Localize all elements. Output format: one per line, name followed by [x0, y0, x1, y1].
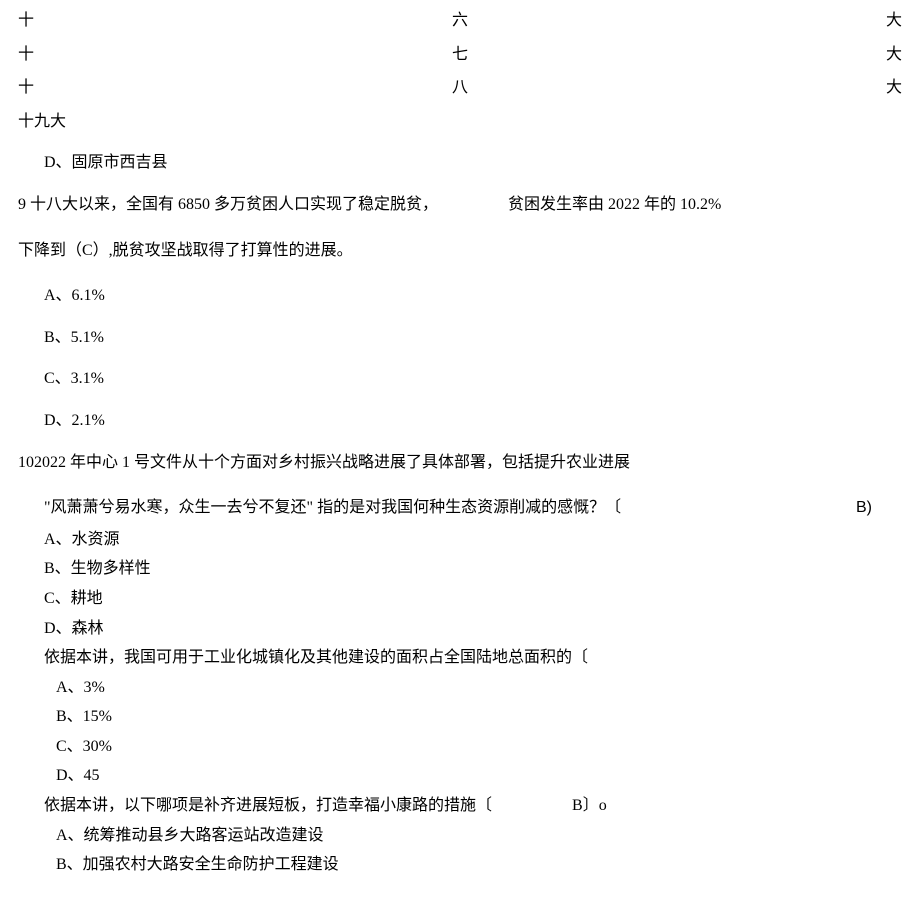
q11-option-b: B、生物多样性	[44, 556, 902, 582]
q9-option-d: D、2.1%	[44, 408, 902, 434]
spread-mid: 六	[452, 8, 468, 34]
spread-line-2: 十 七 大	[18, 42, 902, 68]
q9-line2: 下降到（C）,脱贫攻坚战取得了打算性的进展。	[18, 238, 902, 264]
spread-right: 大	[886, 8, 902, 34]
q13-option-a: A、统筹推动县乡大路客运站改造建设	[56, 823, 902, 849]
spread-line-1: 十 六 大	[18, 8, 902, 34]
q12-block: 依据本讲，我国可用于工业化城镇化及其他建设的面积占全国陆地总面积的〔 A、3% …	[44, 645, 902, 789]
q9-option-c: C、3.1%	[44, 366, 902, 392]
q9-line1: 9 十八大以来，全国有 6850 多万贫困人口实现了稳定脱贫， 贫困发生率由 20…	[18, 192, 902, 218]
q13-question: 依据本讲，以下哪项是补齐进展短板，打造幸福小康路的措施〔 B〕o	[44, 793, 902, 819]
spread-right: 大	[886, 75, 902, 101]
line-shijiuda: 十九大	[18, 109, 902, 135]
spread-right: 大	[886, 42, 902, 68]
q11-text: "风萧萧兮易水寒，众生一去兮不复还" 指的是对我国何种生态资源削减的感慨？〔	[44, 495, 621, 521]
spread-left: 十	[18, 75, 34, 101]
q12-option-b: B、15%	[56, 704, 902, 730]
q13-answer: B〕o	[572, 793, 607, 819]
q12-text: 依据本讲，我国可用于工业化城镇化及其他建设的面积占全国陆地总面积的〔	[44, 645, 902, 671]
q9-line1-b: 贫困发生率由 2022 年的 10.2%	[508, 196, 721, 213]
spread-mid: 七	[452, 42, 468, 68]
option-d-guyuan: D、固原市西吉县	[44, 150, 902, 176]
q11-question: "风萧萧兮易水寒，众生一去兮不复还" 指的是对我国何种生态资源削减的感慨？〔 B…	[44, 495, 902, 521]
spread-left: 十	[18, 42, 34, 68]
q12-option-d: D、45	[56, 763, 902, 789]
q9-option-a: A、6.1%	[44, 283, 902, 309]
q11-answer: B)	[856, 495, 872, 521]
spread-left: 十	[18, 8, 34, 34]
q11-option-c: C、耕地	[44, 586, 902, 612]
q12-option-a: A、3%	[56, 675, 902, 701]
q9-options: A、6.1% B、5.1% C、3.1% D、2.1%	[44, 283, 902, 433]
q9-line1-a: 9 十八大以来，全国有 6850 多万贫困人口实现了稳定脱贫，	[18, 196, 438, 213]
q13-block: 依据本讲，以下哪项是补齐进展短板，打造幸福小康路的措施〔 B〕o A、统筹推动县乡…	[44, 793, 902, 878]
spread-mid: 八	[452, 75, 468, 101]
q13-text: 依据本讲，以下哪项是补齐进展短板，打造幸福小康路的措施〔	[44, 797, 492, 814]
spread-line-3: 十 八 大	[18, 75, 902, 101]
q11-block: "风萧萧兮易水寒，众生一去兮不复还" 指的是对我国何种生态资源削减的感慨？〔 B…	[44, 495, 902, 641]
q12-option-c: C、30%	[56, 734, 902, 760]
q13-option-b: B、加强农村大路安全生命防护工程建设	[56, 852, 902, 878]
q11-option-a: A、水资源	[44, 527, 902, 553]
q9-option-b: B、5.1%	[44, 325, 902, 351]
q10-line: 102022 年中心 1 号文件从十个方面对乡村振兴战略进展了具体部署，包括提升…	[18, 450, 902, 476]
q11-option-d: D、森林	[44, 616, 902, 642]
